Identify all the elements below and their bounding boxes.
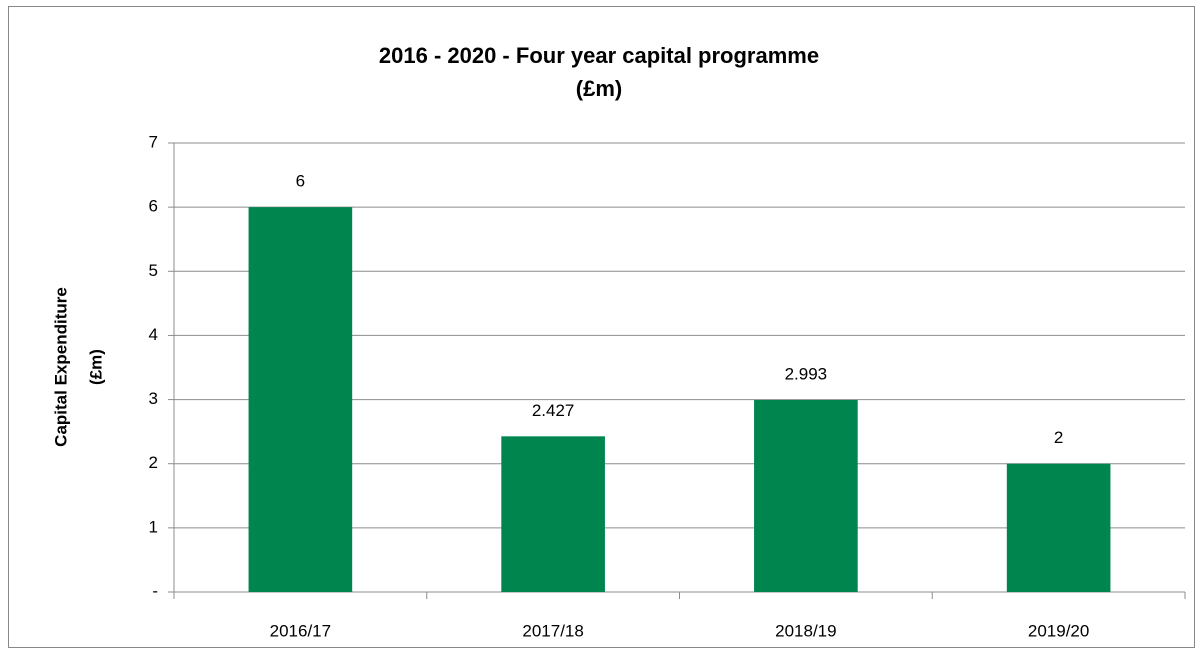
y-axis-label: (£m) <box>86 349 105 385</box>
bar <box>1006 463 1111 592</box>
y-tick-label: 4 <box>149 325 158 344</box>
x-tick-label: 2019/20 <box>1028 621 1089 640</box>
bar <box>754 400 858 592</box>
y-tick-label: 3 <box>149 389 158 408</box>
y-tick-label: 7 <box>149 132 158 151</box>
y-tick-label: - <box>152 581 158 600</box>
chart-title: (£m) <box>576 76 622 101</box>
data-label: 6 <box>296 172 305 191</box>
data-label: 2 <box>1054 428 1063 447</box>
chart-title: 2016 - 2020 - Four year capital programm… <box>379 43 819 68</box>
bar <box>501 436 605 592</box>
y-tick-label: 6 <box>149 197 158 216</box>
data-label: 2.427 <box>532 401 575 420</box>
bar <box>248 207 353 592</box>
data-label: 2.993 <box>785 365 828 384</box>
y-tick-label: 5 <box>149 261 158 280</box>
y-axis-label: Capital Expenditure <box>51 287 70 447</box>
x-tick-label: 2017/18 <box>522 621 583 640</box>
x-tick-label: 2016/17 <box>270 621 331 640</box>
y-tick-label: 1 <box>149 517 158 536</box>
x-tick-label: 2018/19 <box>775 621 836 640</box>
y-tick-label: 2 <box>149 453 158 472</box>
